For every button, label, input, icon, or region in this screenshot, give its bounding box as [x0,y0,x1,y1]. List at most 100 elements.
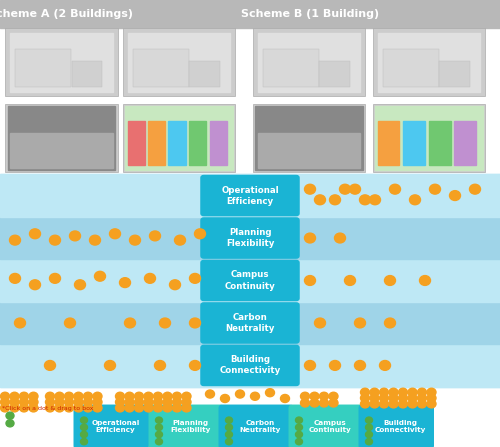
Circle shape [6,412,14,419]
Circle shape [74,280,86,290]
Circle shape [190,274,200,283]
Circle shape [206,390,214,398]
Circle shape [470,184,480,194]
Circle shape [70,231,80,241]
Circle shape [420,275,430,286]
Circle shape [93,404,102,412]
Circle shape [250,392,260,401]
Bar [454,121,476,165]
Bar [403,121,425,165]
Bar [128,121,145,165]
Circle shape [366,417,372,423]
Circle shape [304,233,316,243]
Circle shape [10,392,19,401]
Circle shape [190,360,200,370]
Circle shape [330,195,340,205]
Circle shape [80,424,87,430]
Circle shape [329,399,338,407]
Circle shape [50,274,60,283]
Circle shape [80,431,87,438]
Bar [372,104,485,172]
Circle shape [398,400,407,408]
Circle shape [174,235,186,245]
Circle shape [80,439,87,445]
FancyBboxPatch shape [200,302,300,344]
Bar [382,49,439,87]
Circle shape [134,392,143,401]
Bar [0,217,500,259]
Circle shape [408,394,417,402]
Circle shape [280,395,289,402]
Circle shape [80,417,87,423]
FancyBboxPatch shape [200,217,300,259]
Circle shape [154,404,162,412]
Bar [439,61,470,87]
Circle shape [344,275,356,286]
Circle shape [427,400,436,408]
Circle shape [55,398,64,406]
Circle shape [144,274,156,283]
Bar [0,302,500,344]
Circle shape [6,420,14,427]
Circle shape [84,392,92,401]
Circle shape [84,404,92,412]
Circle shape [354,318,366,328]
Bar [0,259,500,302]
Circle shape [390,184,400,194]
Circle shape [110,229,120,239]
Circle shape [20,392,28,401]
Circle shape [384,318,396,328]
Circle shape [125,398,134,406]
Circle shape [55,392,64,401]
Circle shape [360,400,370,408]
Circle shape [116,392,124,401]
Circle shape [14,318,26,328]
Circle shape [64,318,76,328]
Circle shape [172,392,182,401]
Circle shape [150,231,160,241]
Circle shape [124,318,136,328]
Circle shape [0,398,10,406]
Circle shape [418,394,426,402]
Circle shape [74,404,83,412]
Text: Carbon
Neutrality: Carbon Neutrality [240,420,281,434]
Circle shape [64,392,74,401]
Circle shape [310,392,319,401]
Circle shape [170,280,180,290]
Circle shape [314,318,326,328]
Circle shape [370,400,379,408]
Text: Scheme A (2 Buildings): Scheme A (2 Buildings) [0,9,132,19]
Circle shape [360,394,370,402]
Bar [10,33,113,92]
Circle shape [104,360,116,370]
Bar [15,49,72,87]
Bar [148,121,166,165]
FancyBboxPatch shape [218,405,294,447]
Circle shape [236,390,244,398]
Circle shape [408,388,417,396]
Circle shape [366,439,372,445]
Bar [132,49,189,87]
Circle shape [154,392,162,401]
Bar [10,133,113,168]
Bar [258,33,360,92]
Bar [125,106,232,170]
Circle shape [182,398,191,406]
Bar [168,121,186,165]
Circle shape [266,388,274,397]
Bar [122,29,235,96]
Circle shape [156,431,162,438]
Circle shape [144,392,153,401]
Circle shape [154,360,166,370]
Circle shape [314,195,326,205]
Circle shape [220,395,230,402]
Circle shape [29,398,38,406]
FancyBboxPatch shape [200,175,300,216]
Circle shape [190,318,200,328]
Circle shape [20,404,28,412]
Circle shape [366,431,372,438]
Circle shape [0,392,10,401]
Bar [375,106,482,170]
Bar [429,121,450,165]
Circle shape [296,424,302,430]
